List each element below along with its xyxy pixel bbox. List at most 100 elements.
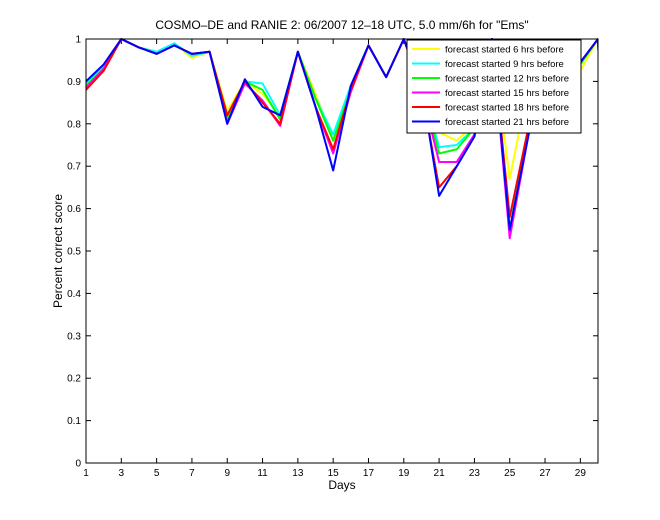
data-point	[615, 462, 616, 463]
data-point	[509, 237, 511, 239]
legend-item: forecast started 6 hrs before	[412, 45, 564, 56]
y-tick-label: 0.5	[67, 247, 81, 258]
data-point	[438, 195, 440, 197]
legend: forecast started 6 hrs before forecast st…	[406, 39, 582, 134]
data-point	[279, 123, 281, 125]
data-point	[509, 178, 511, 180]
y-tick-label: 0.7	[67, 162, 81, 173]
data-point	[332, 169, 334, 172]
data-point	[261, 93, 264, 95]
x-tick-label: 11	[257, 468, 268, 479]
x-tick-label: 27	[539, 468, 551, 479]
data-point	[173, 44, 175, 46]
y-tick-label: 1	[75, 35, 81, 46]
data-point	[191, 53, 193, 55]
data-point	[615, 462, 616, 463]
legend-label: forecast started 6 hrs before	[445, 45, 564, 56]
data-point	[615, 462, 616, 463]
data-point	[279, 125, 281, 127]
data-point	[456, 144, 458, 146]
axis-ticks: 1 3 5 7 9 11 13 15 17 19 21 23 25 27 2900.10.20.30.40.…	[67, 35, 598, 479]
data-point	[456, 165, 458, 167]
legend-item: forecast started 12 hrs before	[412, 74, 569, 85]
data-point	[226, 123, 228, 125]
data-point	[156, 51, 158, 53]
data-point	[156, 53, 158, 55]
data-point	[208, 51, 211, 53]
data-point	[261, 102, 264, 104]
x-tick-label: 19	[398, 468, 410, 479]
data-point	[261, 89, 264, 91]
x-tick-label: 7	[189, 468, 195, 479]
legend-box	[406, 39, 582, 134]
x-axis-label: Days	[328, 478, 355, 492]
y-tick-label: 0.3	[67, 331, 81, 342]
x-tick-label: 21	[434, 468, 446, 479]
y-tick-label: 0.9	[67, 77, 81, 88]
data-point	[367, 44, 370, 46]
y-tick-label: 0.8	[67, 119, 81, 130]
data-point	[456, 161, 458, 163]
data-point	[509, 229, 511, 231]
legend-item: forecast started 18 hrs before	[412, 103, 569, 114]
x-tick-label: 9	[224, 468, 230, 479]
legend-label: forecast started 18 hrs before	[445, 103, 569, 114]
data-point	[332, 148, 334, 150]
data-point	[314, 106, 317, 108]
data-point	[138, 46, 140, 49]
legend-item: forecast started 9 hrs before	[412, 59, 564, 70]
x-tick-label: 15	[328, 468, 340, 479]
data-point	[332, 152, 334, 155]
data-point	[103, 63, 105, 66]
data-point	[438, 186, 440, 188]
data-point	[456, 140, 458, 142]
legend-label: forecast started 15 hrs before	[445, 88, 569, 99]
data-point	[191, 57, 193, 59]
data-point	[226, 114, 228, 116]
y-tick-label: 0.2	[67, 374, 81, 385]
data-point	[191, 55, 193, 57]
data-point	[261, 82, 264, 85]
x-tick-label: 29	[575, 468, 587, 479]
x-tick-label: 23	[469, 468, 481, 479]
x-tick-label: 3	[119, 468, 125, 479]
data-point	[615, 462, 616, 463]
legend-item: forecast started 21 hrs before	[412, 117, 569, 128]
chart-title: COSMO–DE and RANIE 2: 06/2007 12–18 UTC,…	[155, 18, 528, 32]
data-point	[297, 51, 299, 53]
data-point	[103, 70, 105, 72]
axes-frame	[85, 38, 599, 464]
data-point	[314, 93, 317, 95]
x-tick-label: 17	[363, 468, 375, 479]
data-point	[332, 133, 334, 135]
x-tick-label: 25	[504, 468, 516, 479]
data-point	[456, 148, 458, 150]
data-point	[438, 152, 440, 155]
data-point	[261, 106, 264, 108]
y-tick-label: 0.1	[67, 416, 81, 427]
data-point	[350, 85, 352, 87]
data-point	[279, 114, 281, 116]
data-point	[244, 78, 246, 80]
data-point	[173, 42, 175, 44]
data-point	[314, 97, 317, 99]
data-point	[615, 462, 616, 463]
x-tick-label: 5	[154, 468, 160, 479]
legend-label: forecast started 21 hrs before	[445, 117, 569, 128]
y-tick-label: 0.4	[67, 289, 81, 300]
x-tick-label: 1	[83, 468, 89, 479]
data-point	[438, 161, 440, 163]
y-tick-label: 0.6	[67, 204, 81, 215]
data-point	[473, 135, 476, 138]
data-point	[332, 140, 334, 142]
axes-box	[85, 38, 599, 464]
data-point	[615, 462, 616, 463]
legend-label: forecast started 12 hrs before	[445, 74, 569, 85]
legend-item: forecast started 15 hrs before	[412, 88, 569, 99]
legend-label: forecast started 9 hrs before	[445, 59, 564, 70]
data-point	[526, 140, 528, 142]
y-tick-label: 0	[75, 459, 81, 470]
data-point	[438, 146, 440, 148]
data-point	[385, 76, 387, 78]
